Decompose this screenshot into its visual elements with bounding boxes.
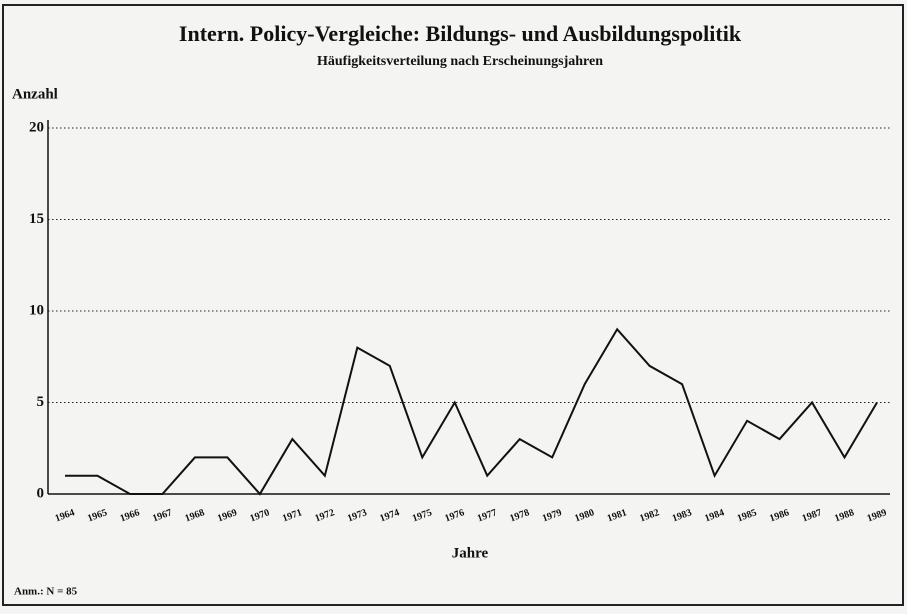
frame xyxy=(2,4,904,606)
x-tick-label: 1970 xyxy=(249,507,272,524)
x-tick-label: 1984 xyxy=(703,507,726,524)
x-tick-label: 1977 xyxy=(476,507,499,524)
x-tick-label: 1986 xyxy=(768,507,791,524)
x-tick-label: 1980 xyxy=(573,507,596,524)
x-tick-label: 1987 xyxy=(801,507,824,524)
y-tick-label: 0 xyxy=(37,485,45,501)
x-tick-label: 1965 xyxy=(86,507,109,524)
y-tick-label: 5 xyxy=(37,394,45,410)
x-tick-label: 1982 xyxy=(638,507,661,524)
x-tick-label: 1964 xyxy=(54,507,77,524)
x-tick-label: 1971 xyxy=(281,507,304,524)
x-tick-label: 1973 xyxy=(346,507,369,524)
chart-subtitle: Häufigkeitsverteilung nach Erscheinungsj… xyxy=(317,54,603,69)
x-tick-label: 1978 xyxy=(508,507,531,524)
x-tick-label: 1969 xyxy=(216,507,239,524)
x-tick-label: 1989 xyxy=(866,507,889,524)
x-tick-label: 1979 xyxy=(541,507,564,524)
y-tick-label: 20 xyxy=(29,119,44,135)
chart-title: Intern. Policy-Vergleiche: Bildungs- und… xyxy=(179,21,742,46)
x-tick-label: 1968 xyxy=(184,507,207,524)
x-tick-label: 1972 xyxy=(313,507,336,524)
x-tick-label: 1975 xyxy=(411,507,434,524)
note: Anm.: N = 85 xyxy=(14,586,78,598)
x-tick-label: 1983 xyxy=(671,507,694,524)
x-tick-label: 1974 xyxy=(378,507,401,524)
x-tick-label: 1967 xyxy=(151,507,174,524)
data-line xyxy=(65,327,878,496)
x-tick-label: 1981 xyxy=(606,507,629,524)
y-tick-label: 10 xyxy=(29,302,44,318)
y-tick-label: 15 xyxy=(29,211,44,227)
x-tick-label: 1976 xyxy=(443,507,466,524)
x-tick-label: 1966 xyxy=(119,507,142,524)
x-tick-label: 1985 xyxy=(736,507,759,524)
x-tick-label: 1988 xyxy=(833,507,856,524)
y-axis-label: Anzahl xyxy=(12,86,58,102)
x-axis-label: Jahre xyxy=(452,545,489,561)
